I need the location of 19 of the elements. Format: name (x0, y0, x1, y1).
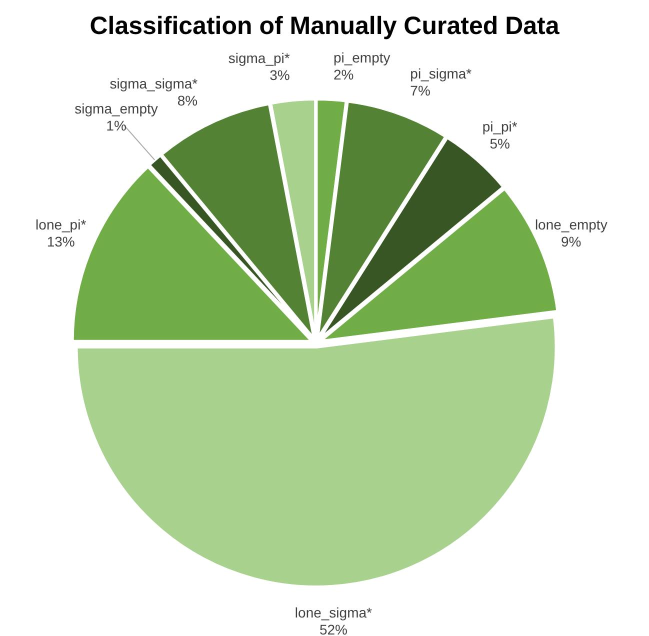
data-label: 5% (490, 135, 510, 152)
data-label: 3% (270, 67, 290, 84)
slice-label: pi_sigma* (410, 65, 472, 82)
data-label: 9% (561, 234, 582, 250)
data-label: 2% (333, 66, 354, 83)
data-label: 7% (410, 82, 430, 98)
slice-label: lone_pi* (36, 216, 87, 233)
slice-label: sigma_sigma* (110, 75, 198, 92)
slice-label: pi_pi* (482, 118, 518, 134)
chart-title: Classification of Manually Curated Data (90, 12, 560, 40)
data-label: 1% (106, 117, 126, 134)
data-label: 8% (177, 92, 198, 108)
slice-label: lone_sigma* (294, 604, 373, 620)
data-label: 13% (46, 234, 75, 250)
slice-label: sigma_empty (74, 100, 158, 116)
slice-label: pi_empty (333, 50, 390, 66)
data-label: 52% (319, 621, 348, 636)
slice-label: sigma_pi* (228, 50, 290, 66)
slice-label: lone_empty (534, 216, 608, 233)
